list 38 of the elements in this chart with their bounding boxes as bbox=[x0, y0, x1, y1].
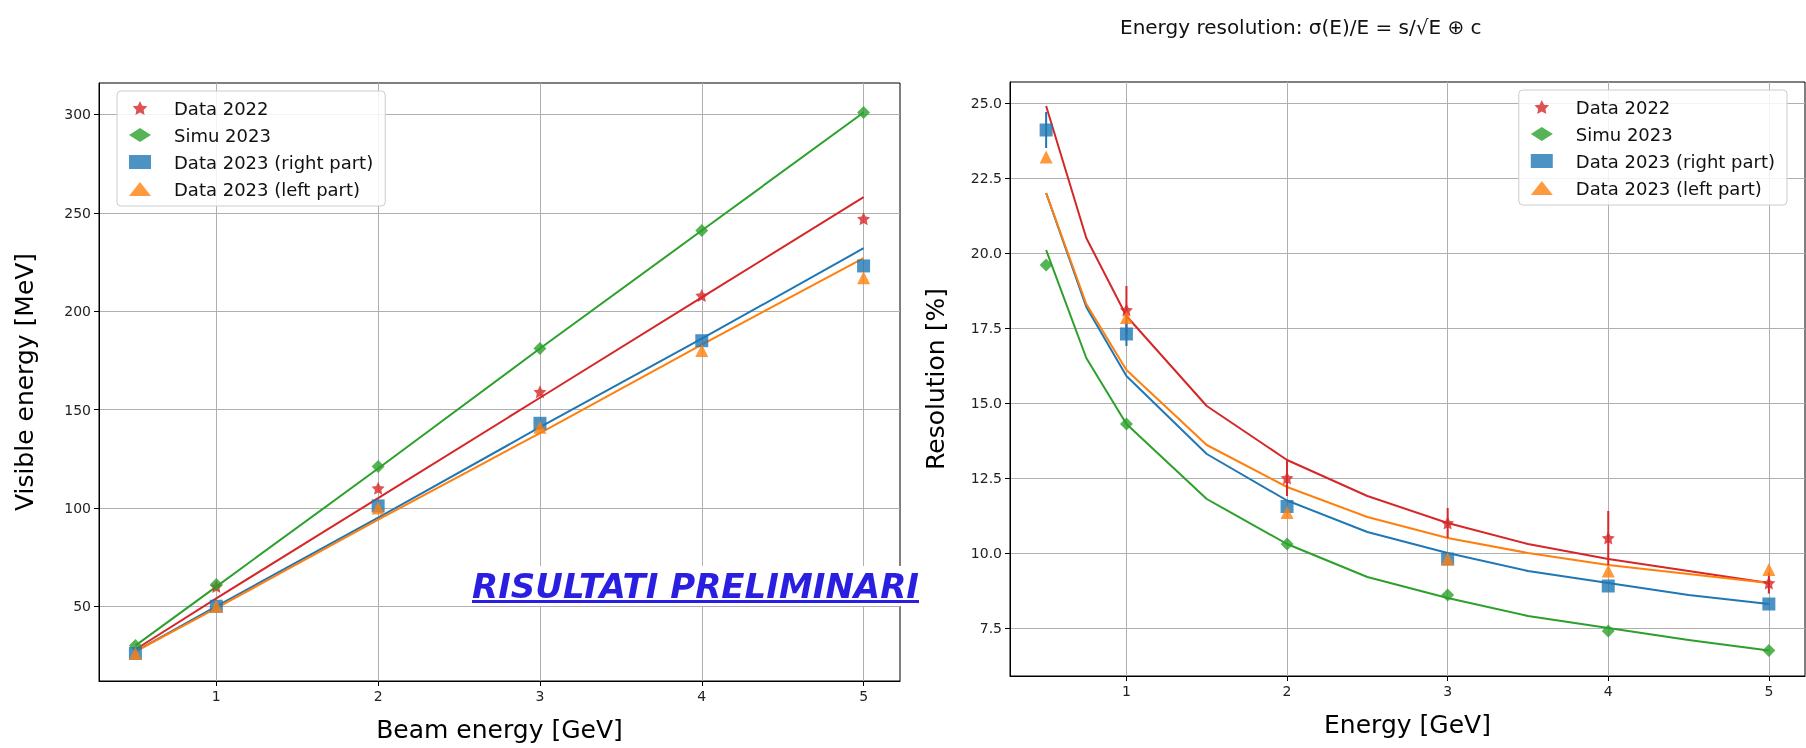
x-tick-label: 2 bbox=[373, 688, 383, 704]
x-tick-label: 5 bbox=[859, 688, 869, 704]
legend-label: Data 2023 (left part) bbox=[174, 178, 361, 200]
legend-label: Data 2022 bbox=[174, 97, 269, 119]
y-tick-label: 250 bbox=[64, 204, 91, 221]
y-tick-label: 25.0 bbox=[970, 95, 1002, 111]
legend-label: Simu 2023 bbox=[1575, 123, 1673, 145]
y-tick-label: 300 bbox=[64, 106, 91, 123]
legend-label: Simu 2023 bbox=[174, 124, 271, 146]
y-tick-label: 200 bbox=[64, 303, 91, 320]
x-tick-label: 4 bbox=[697, 688, 707, 704]
y-tick-label: 15.0 bbox=[970, 395, 1002, 411]
x-tick-label: 1 bbox=[211, 688, 221, 704]
y-tick-label: 10.0 bbox=[970, 545, 1002, 561]
chart-title: Energy resolution: σ(E)/E = s/√E ⊕ c bbox=[1120, 15, 1482, 39]
y-tick-label: 20.0 bbox=[970, 245, 1002, 261]
annotation: RISULTATI PRELIMINARI bbox=[468, 566, 923, 606]
y-tick-label: 100 bbox=[64, 499, 91, 516]
y-tick-label: 150 bbox=[64, 401, 91, 418]
y-tick-label: 17.5 bbox=[970, 320, 1002, 336]
x-axis-title: Beam energy [GeV] bbox=[376, 715, 623, 744]
legend-label: Data 2022 bbox=[1575, 96, 1671, 118]
legend-label: Data 2023 (right part) bbox=[174, 151, 374, 173]
x-axis-title: Energy [GeV] bbox=[1324, 710, 1491, 739]
legend-label: Data 2023 (left part) bbox=[1575, 177, 1762, 199]
x-tick-label: 5 bbox=[1764, 683, 1774, 699]
y-tick-label: 12.5 bbox=[970, 470, 1002, 486]
y-tick-label: 22.5 bbox=[970, 170, 1002, 186]
x-tick-label: 2 bbox=[1282, 683, 1292, 699]
x-tick-label: 3 bbox=[1443, 683, 1453, 699]
x-tick-label: 4 bbox=[1603, 683, 1613, 699]
y-axis-title: Resolution [%] bbox=[921, 288, 950, 470]
y-tick-label: 50 bbox=[73, 598, 91, 615]
y-axis-title: Visible energy [MeV] bbox=[10, 252, 39, 512]
x-tick-label: 1 bbox=[1121, 683, 1131, 699]
x-tick-label: 3 bbox=[535, 688, 545, 704]
legend-label: Data 2023 (right part) bbox=[1575, 150, 1776, 172]
y-tick-label: 7.5 bbox=[979, 620, 1002, 636]
